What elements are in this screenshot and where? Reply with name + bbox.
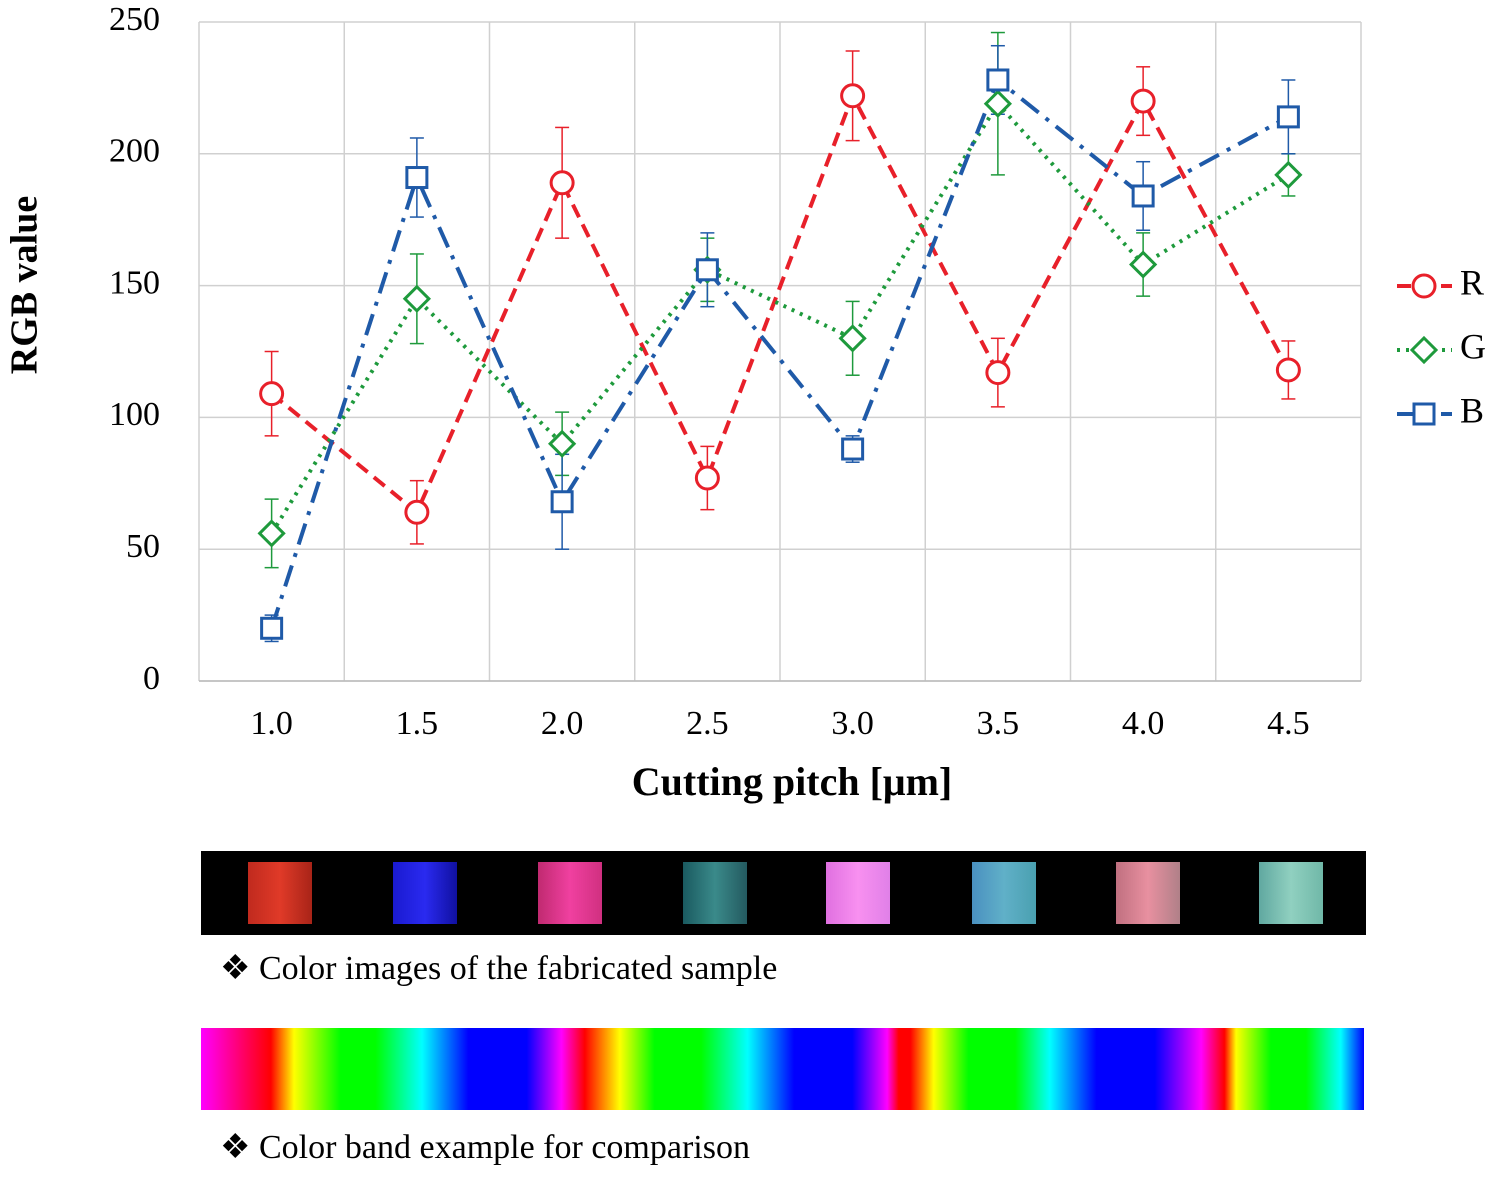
series-line [269, 76, 1290, 629]
chart: RGB value Cutting pitch [μm] 0 50 100 150 20… [4, 1, 1486, 804]
legend-marker [1411, 273, 1437, 299]
sample-swatch [972, 862, 1036, 924]
data-point [841, 437, 865, 461]
data-point [838, 324, 867, 353]
data-point [257, 519, 286, 548]
data-point [259, 381, 285, 407]
sample-swatch [538, 862, 602, 924]
sample-swatch [1116, 862, 1180, 924]
data-point [404, 499, 430, 525]
x-tick-label: 3.0 [831, 705, 874, 742]
data-point [983, 89, 1012, 118]
x-tick-label: 1.5 [396, 705, 439, 742]
x-axis-title: Cutting pitch [μm] [632, 759, 952, 804]
data-point [986, 68, 1010, 92]
y-tick-label: 0 [143, 660, 160, 697]
sample-swatch [826, 862, 890, 924]
y-tick-label: 150 [109, 264, 160, 301]
sample-swatch [1259, 862, 1323, 924]
data-point [695, 258, 719, 282]
data-point [549, 170, 575, 196]
color-band [201, 1028, 1364, 1110]
data-point [260, 616, 284, 640]
x-tick-label: 2.0 [541, 705, 584, 742]
data-point [985, 360, 1011, 386]
data-point [402, 284, 431, 313]
sample-images [201, 851, 1366, 935]
y-tick-label: 100 [109, 396, 160, 433]
legend-marker [1409, 335, 1439, 365]
data-point [1276, 105, 1300, 129]
legend-marker [1412, 402, 1436, 426]
legend-label: G [1460, 326, 1486, 366]
data-point [840, 83, 866, 109]
data-point [694, 465, 720, 491]
x-tick-label: 1.0 [250, 705, 293, 742]
x-tick-label: 2.5 [686, 705, 729, 742]
data-point [1275, 357, 1301, 383]
y-tick-label: 200 [109, 133, 160, 170]
sample-swatch [248, 862, 312, 924]
y-tick-label: 250 [109, 1, 160, 38]
data-point [1274, 160, 1303, 190]
series-line [269, 100, 1290, 535]
x-tick-label: 4.0 [1122, 705, 1165, 742]
data-point [1129, 250, 1158, 279]
caption: ❖ Color band example for comparison [220, 1129, 750, 1166]
legend-label: R [1460, 262, 1484, 302]
legend-label: B [1460, 390, 1484, 430]
sample-swatch [683, 862, 747, 924]
data-point [1130, 88, 1156, 114]
y-axis-title: RGB value [4, 196, 46, 374]
x-tick-label: 4.5 [1267, 705, 1310, 742]
caption: ❖ Color images of the fabricated sample [220, 950, 778, 987]
y-tick-label: 50 [126, 528, 160, 565]
data-point [1131, 184, 1155, 208]
data-point [548, 429, 577, 458]
series-line [270, 90, 1291, 516]
sample-swatch [393, 862, 457, 924]
x-tick-label: 3.5 [977, 705, 1020, 742]
data-point [405, 166, 429, 190]
data-point [550, 490, 574, 514]
